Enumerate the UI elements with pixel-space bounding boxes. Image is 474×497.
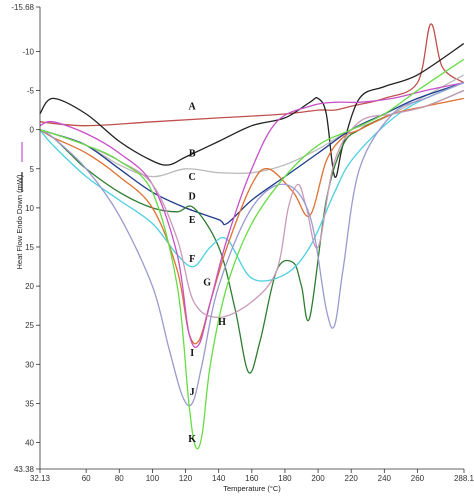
y-tick-label: 35 (25, 399, 34, 408)
curve-label-b: B (189, 149, 196, 160)
x-tick-label: 140 (212, 474, 226, 483)
x-tick-label: 100 (146, 474, 160, 483)
y-tick-label: -15.68 (11, 3, 34, 12)
y-tick-label: -10 (22, 47, 34, 56)
series-line-d (39, 82, 465, 226)
x-tick-label: 288.1 (454, 474, 474, 483)
curves-layer (39, 23, 465, 450)
series-line-k (39, 58, 465, 450)
x-tick-label: 160 (245, 474, 259, 483)
curve-label-j: J (190, 387, 195, 398)
series-line-h (39, 82, 464, 348)
series-line-j (39, 82, 465, 407)
series-line-a (39, 23, 465, 127)
series-line-b (39, 43, 465, 178)
curve-label-h: H (218, 317, 226, 328)
y-tick-label: 40 (25, 439, 34, 448)
y-tick-label: 15 (25, 243, 34, 252)
curve-label-i: I (190, 348, 194, 359)
curve-label-e: E (189, 215, 196, 226)
y-tick-label: 10 (25, 204, 34, 213)
y-ticks: -15.68 -10 -5 0 5 10 15 20 25 30 35 40 43.38 (11, 3, 40, 474)
curve-label-k: K (188, 434, 196, 445)
series-line-g (39, 97, 464, 345)
y-axis-title: Heat Flow Endo Down (mW) (15, 174, 24, 270)
curve-label-g: G (203, 278, 211, 289)
y-tick-label: 25 (25, 321, 34, 330)
x-tick-label: 120 (179, 474, 193, 483)
x-tick-label: 220 (345, 474, 359, 483)
curve-label-d: D (189, 192, 196, 203)
x-tick-label: 240 (378, 474, 392, 483)
x-tick-label: 200 (311, 474, 325, 483)
y-tick-label: 5 (30, 165, 35, 174)
x-tick-label: 80 (115, 474, 124, 483)
x-tick-label: 180 (278, 474, 292, 483)
y-tick-label: -5 (27, 87, 35, 96)
curve-label-f: F (189, 254, 195, 265)
x-ticks: 32.13 60 80 100 120 140 160 180 200 220 240 260 288.… (30, 469, 474, 483)
curve-label-c: C (189, 172, 196, 183)
y-tick-label: 20 (25, 282, 34, 291)
curve-labels: A B CD E F G H I J K (188, 102, 226, 445)
series-line-e (39, 89, 465, 374)
y-tick-label: 43.38 (14, 465, 35, 474)
y-tick-label: 0 (30, 126, 35, 135)
x-tick-label: 60 (82, 474, 91, 483)
curve-label-a: A (189, 102, 197, 113)
x-axis-title: Temperature (°C) (223, 484, 281, 493)
x-tick-label: 260 (411, 474, 425, 483)
x-tick-label: 32.13 (30, 474, 51, 483)
y-tick-label: 30 (25, 360, 34, 369)
